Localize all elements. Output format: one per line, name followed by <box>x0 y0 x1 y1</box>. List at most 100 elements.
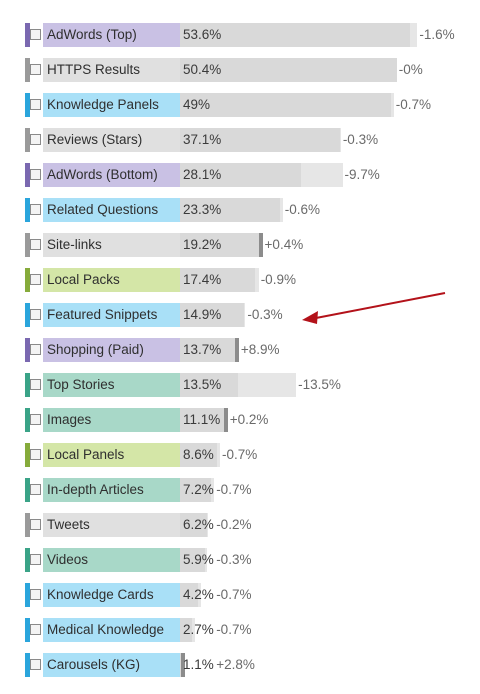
category-swatch <box>25 338 30 362</box>
category-swatch <box>25 443 30 467</box>
value-label: 19.2% <box>183 237 222 252</box>
chart-row: Knowledge Panels 49% -0.7% <box>0 93 480 117</box>
category-label: AdWords (Bottom) <box>47 167 158 182</box>
series-toggle-checkbox[interactable] <box>30 379 41 390</box>
category-swatch <box>25 268 30 292</box>
change-label: -0.7% <box>216 622 252 637</box>
chart-row: Related Questions 23.3% -0.6% <box>0 198 480 222</box>
category-label: Site-links <box>47 237 102 252</box>
chart-row: AdWords (Top) 53.6% -1.6% <box>0 23 480 47</box>
series-toggle-checkbox[interactable] <box>30 519 41 530</box>
value-label: 5.9% <box>183 552 214 567</box>
category-label: AdWords (Top) <box>47 27 137 42</box>
change-label: -0.9% <box>260 272 296 287</box>
chart-row: Medical Knowledge 2.7% -0.7% <box>0 618 480 642</box>
label-background <box>43 653 180 677</box>
value-bar <box>180 408 228 432</box>
series-toggle-checkbox[interactable] <box>30 449 41 460</box>
value-bar <box>180 583 199 607</box>
chart-row: Local Packs 17.4% -0.9% <box>0 268 480 292</box>
change-label: -9.7% <box>344 167 380 182</box>
category-swatch <box>25 93 30 117</box>
label-background <box>43 163 180 187</box>
label-background <box>43 58 180 82</box>
series-toggle-checkbox[interactable] <box>30 414 41 425</box>
value-bar <box>180 23 411 47</box>
series-toggle-checkbox[interactable] <box>30 29 41 40</box>
category-label: In-depth Articles <box>47 482 144 497</box>
value-label: 8.6% <box>183 447 214 462</box>
label-background <box>43 23 180 47</box>
value-label: 1.1% <box>183 657 214 672</box>
series-toggle-checkbox[interactable] <box>30 484 41 495</box>
series-toggle-checkbox[interactable] <box>30 204 41 215</box>
category-label: Knowledge Panels <box>47 97 159 112</box>
category-label: Carousels (KG) <box>47 657 141 672</box>
chart-row: Local Panels 8.6% -0.7% <box>0 443 480 467</box>
category-label: Medical Knowledge <box>47 622 165 637</box>
label-background <box>43 513 180 537</box>
change-label: -0.3% <box>342 132 379 147</box>
value-label: 13.7% <box>183 342 222 357</box>
category-label: Shopping (Paid) <box>47 342 144 357</box>
label-background <box>43 583 180 607</box>
category-label: Featured Snippets <box>47 307 158 322</box>
change-label: -0.3% <box>247 307 283 322</box>
value-bar <box>180 198 281 222</box>
increase-marker <box>258 233 263 257</box>
category-swatch <box>25 548 30 572</box>
change-label: -0.7% <box>221 447 258 462</box>
category-label: Tweets <box>47 517 90 532</box>
value-label: 28.1% <box>183 167 222 182</box>
chart-row: Knowledge Cards 4.2% -0.7% <box>0 583 480 607</box>
change-label: +0.2% <box>229 412 269 427</box>
category-swatch <box>25 233 30 257</box>
change-label: -0.2% <box>216 517 252 532</box>
category-swatch <box>25 653 30 677</box>
chart-row: Site-links 19.2% +0.4% <box>0 233 480 257</box>
change-label: +0.4% <box>264 237 304 252</box>
chart-row: HTTPS Results 50.4% -0% <box>0 58 480 82</box>
chart-row: Carousels (KG) 1.1% +2.8% <box>0 653 480 677</box>
increase-marker <box>180 653 185 677</box>
category-swatch <box>25 478 30 502</box>
category-swatch <box>25 618 30 642</box>
value-bar <box>180 443 217 467</box>
chart-row: In-depth Articles 7.2% -0.7% <box>0 478 480 502</box>
label-background <box>43 128 180 152</box>
label-background <box>43 198 180 222</box>
series-toggle-checkbox[interactable] <box>30 239 41 250</box>
category-swatch <box>25 513 30 537</box>
series-toggle-checkbox[interactable] <box>30 64 41 75</box>
value-bar <box>180 548 206 572</box>
series-toggle-checkbox[interactable] <box>30 624 41 635</box>
series-toggle-checkbox[interactable] <box>30 554 41 565</box>
value-label: 23.3% <box>183 202 222 217</box>
change-label: -0% <box>398 62 423 77</box>
value-label: 7.2% <box>183 482 214 497</box>
label-background <box>43 548 180 572</box>
category-label: Images <box>47 412 92 427</box>
category-swatch <box>25 163 30 187</box>
series-toggle-checkbox[interactable] <box>30 659 41 670</box>
value-label: 4.2% <box>183 587 214 602</box>
chart-row: Featured Snippets 14.9% -0.3% <box>0 303 480 327</box>
value-label: 13.5% <box>183 377 222 392</box>
series-toggle-checkbox[interactable] <box>30 134 41 145</box>
chart-row: Top Stories 13.5% -13.5% <box>0 373 480 397</box>
value-bar <box>180 338 239 362</box>
series-toggle-checkbox[interactable] <box>30 589 41 600</box>
value-label: 2.7% <box>183 622 214 637</box>
value-bar <box>180 513 207 537</box>
label-background <box>43 408 180 432</box>
series-toggle-checkbox[interactable] <box>30 309 41 320</box>
category-label: Local Packs <box>47 272 120 287</box>
series-toggle-checkbox[interactable] <box>30 99 41 110</box>
series-toggle-checkbox[interactable] <box>30 169 41 180</box>
series-toggle-checkbox[interactable] <box>30 344 41 355</box>
value-bar <box>180 93 391 117</box>
series-toggle-checkbox[interactable] <box>30 274 41 285</box>
category-swatch <box>25 373 30 397</box>
category-label: Related Questions <box>47 202 159 217</box>
